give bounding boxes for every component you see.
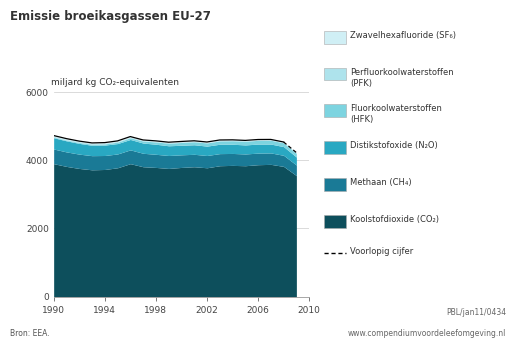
Text: Voorlopig cijfer: Voorlopig cijfer (350, 247, 413, 255)
Text: Fluorkoolwaterstoffen
(HFK): Fluorkoolwaterstoffen (HFK) (350, 104, 442, 124)
Text: www.compendiumvoordeleefomgeving.nl: www.compendiumvoordeleefomgeving.nl (347, 329, 506, 338)
Text: Koolstofdioxide (CO₂): Koolstofdioxide (CO₂) (350, 215, 439, 224)
Text: Emissie broeikasgassen EU-27: Emissie broeikasgassen EU-27 (10, 10, 211, 23)
Text: miljard kg CO₂-equivalenten: miljard kg CO₂-equivalenten (51, 78, 179, 87)
Text: Distikstofoxide (N₂O): Distikstofoxide (N₂O) (350, 141, 438, 150)
Text: Methaan (CH₄): Methaan (CH₄) (350, 178, 412, 187)
Text: PBL/jan11/0434: PBL/jan11/0434 (446, 308, 506, 317)
Text: Zwavelhexafluoride (SF₆): Zwavelhexafluoride (SF₆) (350, 31, 456, 40)
Text: Perfluorkoolwaterstoffen
(PFK): Perfluorkoolwaterstoffen (PFK) (350, 68, 454, 88)
Text: Bron: EEA.: Bron: EEA. (10, 329, 50, 338)
